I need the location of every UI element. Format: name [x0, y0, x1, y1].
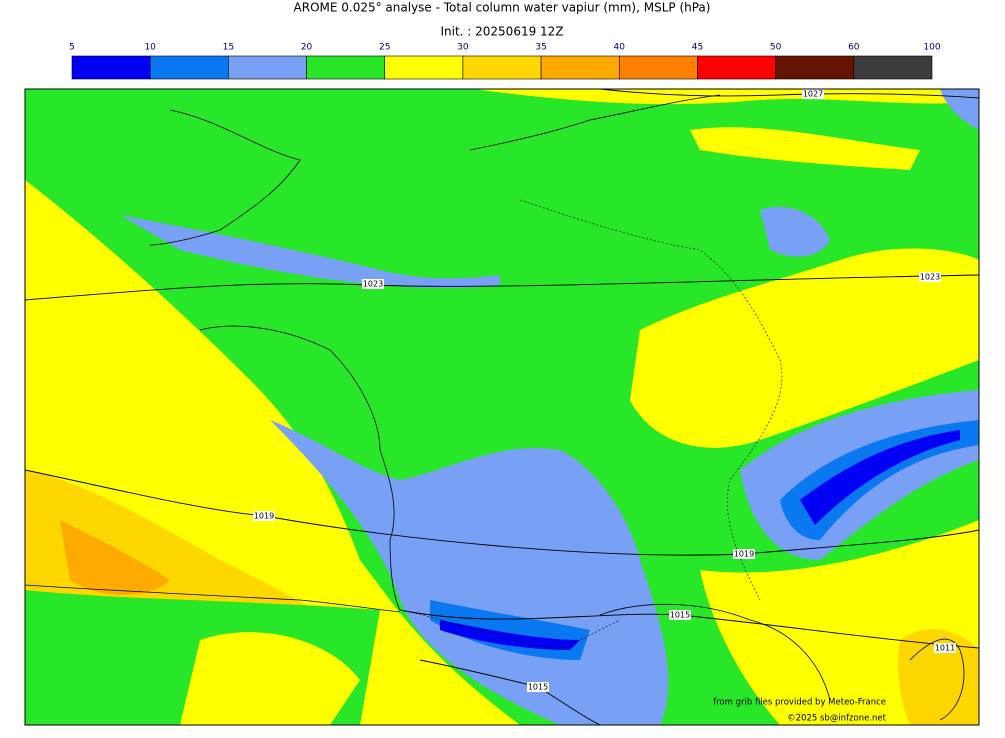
isobar-label-bg — [362, 279, 384, 289]
moist-field — [898, 629, 979, 725]
isobar-label-bg — [253, 511, 275, 521]
dry-field — [440, 620, 580, 650]
moist-field — [690, 127, 920, 170]
isobar-label: 1027 — [803, 90, 823, 99]
isobar-label: 1011 — [935, 644, 955, 653]
borders — [399, 199, 783, 651]
isobar-label-bg — [919, 272, 941, 282]
map: 1027 1023 1023 1019 1019 1015 1015 1011 — [25, 89, 979, 725]
moist-field — [180, 632, 360, 725]
colorbar-segment — [462, 55, 542, 80]
isobar-label-bg — [934, 643, 956, 653]
isobar-label: 1019 — [254, 512, 274, 521]
colorbar-segment — [697, 55, 776, 80]
colorbar-segment — [228, 55, 307, 80]
colorbar-tick-label: 15 — [223, 43, 234, 53]
credit: ©2025 sb@infzone.net — [787, 714, 886, 724]
map-frame — [24, 88, 980, 726]
isobar-label-bg — [802, 89, 824, 99]
isobar-label-bg — [527, 682, 549, 692]
colorbar-tick-label: 5 — [69, 43, 75, 53]
colorbar: 5 10 15 20 25 30 35 40 45 50 60 100 — [69, 43, 941, 80]
moist-field — [60, 520, 170, 595]
isobar-label: 1023 — [363, 280, 383, 289]
isobar-label-bg — [733, 549, 755, 559]
dry-field — [940, 89, 979, 130]
colorbar-segment — [384, 55, 464, 80]
colorbar-tick-label: 60 — [848, 43, 860, 53]
isobar-label: 1015 — [670, 611, 690, 620]
moist-field — [480, 89, 979, 105]
isobar-label-bg — [669, 610, 691, 620]
colorbar-segment — [540, 55, 620, 80]
colorbar-segment — [306, 55, 386, 80]
colorbar-segment — [149, 55, 229, 80]
colorbar-tick-label: 100 — [923, 43, 940, 53]
subtitle: Init. : 20250619 12Z — [440, 25, 563, 39]
colorbar-segment — [71, 55, 151, 80]
colorbar-tick-label: 30 — [457, 43, 469, 53]
credit: from grib files provided by Meteo-France — [713, 698, 886, 708]
coastlines — [25, 94, 965, 721]
title: AROME 0.025° analyse - Total column wate… — [294, 1, 711, 15]
isobar-label: 1019 — [734, 550, 754, 559]
moist-field — [630, 248, 979, 448]
colorbar-tick-label: 40 — [614, 43, 626, 53]
colorbar-tick-label: 35 — [535, 43, 546, 53]
colorbar-tick-label: 10 — [144, 43, 156, 53]
colorbar-segment — [853, 55, 933, 80]
colorbar-segment — [775, 55, 855, 80]
isobar-label: 1023 — [920, 273, 940, 282]
colorbar-tick-label: 25 — [379, 43, 390, 53]
dry-field — [800, 430, 960, 525]
dry-field — [120, 215, 500, 289]
colorbar-tick-label: 50 — [770, 43, 782, 53]
colorbar-tick-label: 45 — [692, 43, 703, 53]
isobar-label: 1015 — [528, 683, 548, 692]
colorbar-tick-label: 20 — [301, 43, 313, 53]
colorbar-segment — [618, 55, 698, 80]
dry-field — [760, 206, 830, 257]
